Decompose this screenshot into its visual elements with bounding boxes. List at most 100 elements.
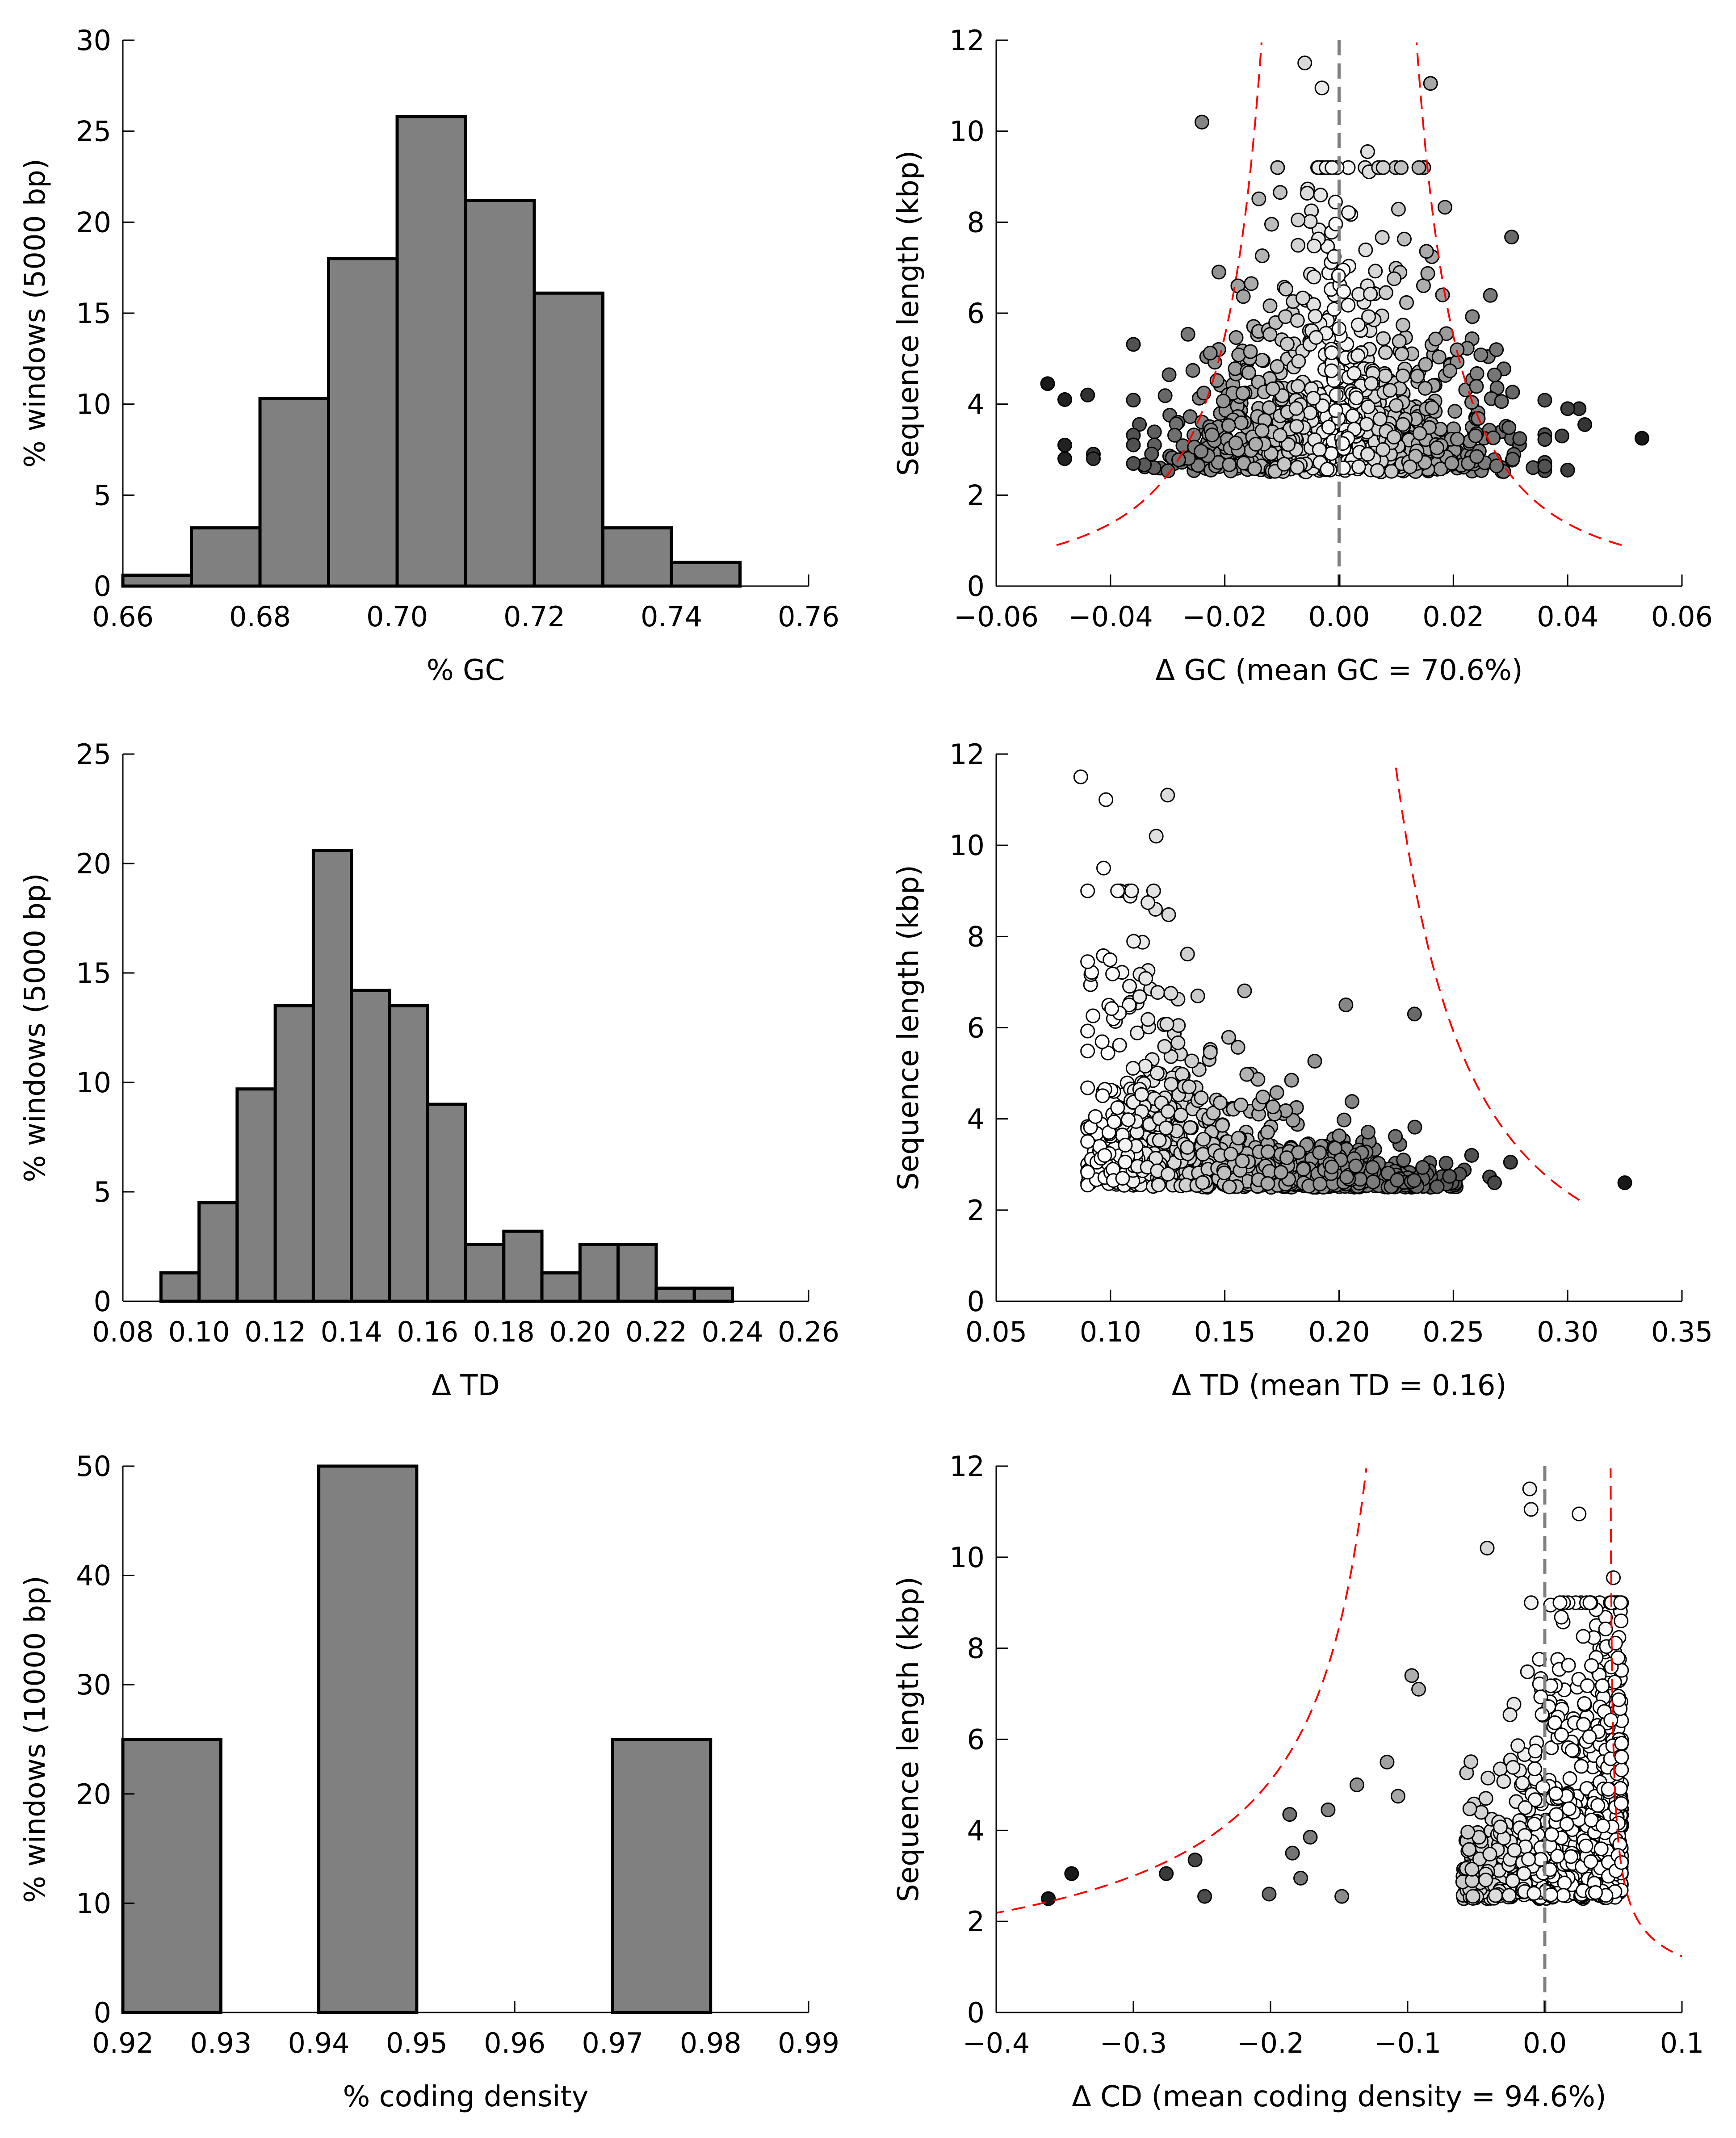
scatter-point — [1180, 1140, 1195, 1155]
x-tick-label: 0.93 — [190, 2027, 252, 2059]
scatter-point — [1489, 458, 1504, 474]
scatter-point — [1255, 1090, 1271, 1105]
scatter-point — [1556, 1888, 1571, 1903]
threshold-curve-left — [996, 1468, 1367, 1914]
scatter-point — [1590, 1798, 1606, 1813]
scatter-point — [1088, 1109, 1103, 1124]
scatter-point — [1617, 1175, 1632, 1191]
histogram-bar — [578, 1243, 620, 1303]
scatter-point — [1410, 369, 1425, 384]
histogram-bar — [273, 1004, 315, 1303]
histogram-bars — [121, 115, 742, 588]
scatter-point — [1289, 419, 1304, 434]
scatter-point — [1162, 367, 1177, 382]
scatter-point — [1522, 1481, 1537, 1497]
x-tick-label: 0.15 — [1194, 1316, 1256, 1348]
scatter-point — [1312, 1145, 1327, 1160]
scatter-point — [1221, 418, 1236, 433]
x-tick-label: 0.22 — [625, 1316, 687, 1348]
scatter-point — [1480, 1540, 1495, 1555]
scatter-point — [1329, 387, 1344, 402]
scatter-point — [1161, 907, 1176, 922]
scatter-point — [1493, 1761, 1508, 1777]
scatter-point — [1126, 456, 1141, 471]
scatter-point — [1291, 212, 1306, 227]
scatter-point — [1094, 1034, 1110, 1049]
scatter-point — [1126, 437, 1141, 453]
scatter-point — [1361, 309, 1376, 324]
scatter-point — [1303, 214, 1318, 229]
x-tick-label: 0.76 — [778, 600, 839, 633]
scatter-point — [1307, 1053, 1322, 1069]
scatter-point — [1407, 1119, 1422, 1135]
scatter-point — [1391, 1789, 1406, 1804]
scatter-point — [1372, 411, 1388, 427]
scatter-point — [1344, 1094, 1359, 1109]
y-axis-label: % windows (5000 bp) — [19, 873, 52, 1182]
scatter-point — [1254, 248, 1270, 264]
scatter-point — [1391, 201, 1406, 217]
x-tick-label: 0.35 — [1651, 1316, 1713, 1348]
scatter-point — [1141, 1012, 1156, 1027]
x-axis-label: % GC — [427, 654, 505, 687]
scatter-point — [1595, 1818, 1610, 1833]
y-tick-label: 30 — [76, 1668, 111, 1701]
scatter-point — [1097, 1148, 1112, 1163]
x-tick-label: 0.0 — [1523, 2027, 1567, 2059]
scatter-point — [1438, 200, 1453, 215]
scatter-point — [1360, 144, 1375, 159]
scatter-point — [1360, 447, 1375, 462]
scatter-point — [1376, 331, 1391, 346]
scatter-point — [1279, 281, 1294, 297]
scatter-point — [1583, 1854, 1598, 1869]
scatter-point — [1152, 1133, 1167, 1148]
scatter-point — [1418, 357, 1433, 372]
scatter-point — [1151, 1178, 1166, 1193]
scatter-point — [1402, 459, 1417, 474]
x-tick-label: −0.04 — [1068, 600, 1153, 633]
histogram-bar — [350, 989, 391, 1303]
scatter-point — [1086, 1008, 1101, 1023]
scatter-point — [1423, 76, 1438, 91]
y-tick-label: 40 — [76, 1559, 111, 1592]
scatter-point — [1138, 971, 1153, 986]
scatter-point — [1180, 947, 1195, 962]
scatter-point — [1291, 354, 1306, 369]
scatter-point — [1463, 1754, 1479, 1769]
scatter-point — [1174, 1067, 1190, 1082]
gc-histogram-panel: 0 5 10 15 20 25 30 0.66 0.68 0.70 0.72 0.74 0.76 % GC… — [19, 24, 839, 687]
scatter-point — [1504, 230, 1519, 245]
scatter-point — [1399, 295, 1414, 310]
scatter-point — [1196, 1132, 1211, 1147]
scatter-point — [1396, 1153, 1411, 1168]
scatter-point — [1386, 429, 1401, 444]
scatter-point — [1512, 431, 1527, 446]
scatter-point — [1164, 1077, 1179, 1092]
scatter-point — [1528, 1744, 1543, 1759]
scatter-point — [1096, 860, 1111, 876]
scatter-point — [1425, 400, 1440, 415]
histogram-bars — [121, 1464, 713, 2014]
scatter-point — [1184, 1053, 1199, 1069]
histogram-bar — [616, 1243, 658, 1303]
x-axis-label: Δ GC (mean GC = 70.6%) — [1155, 654, 1522, 687]
scatter-point — [1505, 385, 1520, 400]
scatter-point — [1229, 330, 1244, 345]
scatter-point — [1548, 1786, 1564, 1801]
scatter-point — [1396, 318, 1411, 333]
scatter-point — [1345, 408, 1360, 423]
y-tick-label: 12 — [949, 738, 985, 771]
x-tick-label: 0.95 — [386, 2027, 448, 2059]
scatter-point — [1295, 290, 1310, 306]
scatter-point — [1487, 367, 1502, 382]
scatter-point — [1338, 997, 1354, 1012]
scatter-point — [1314, 80, 1329, 96]
scatter-point — [1552, 1595, 1568, 1610]
scatter-point — [1182, 1079, 1197, 1094]
scatter-point — [1375, 230, 1390, 245]
scatter-point — [1349, 390, 1364, 406]
scatter-point — [1584, 1812, 1599, 1828]
scatter-point — [1336, 284, 1351, 299]
scatter-point — [1468, 428, 1483, 443]
scatter-point — [1182, 409, 1198, 424]
